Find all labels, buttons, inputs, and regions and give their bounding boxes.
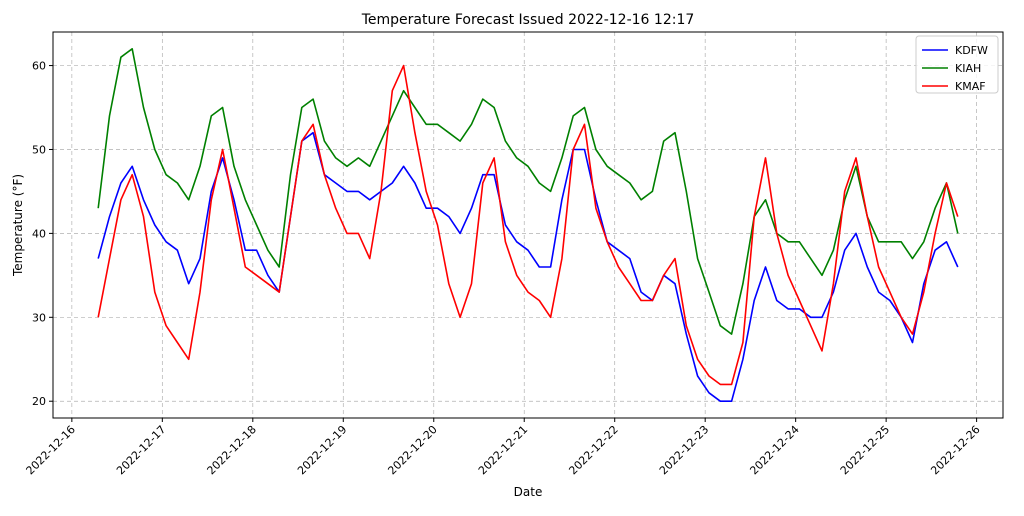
x-tick-label: 2022-12-16 [24, 423, 78, 477]
plot-area-frame [52, 31, 1004, 419]
x-tick-label: 2022-12-21 [476, 423, 530, 477]
legend-label: KIAH [955, 62, 981, 75]
x-axis-label: Date [514, 485, 543, 499]
series-line-kmaf [97, 64, 959, 386]
y-tick-label: 50 [32, 143, 46, 156]
x-tick-label: 2022-12-22 [566, 423, 620, 477]
x-tick-label: 2022-12-20 [385, 423, 439, 477]
x-tick-label: 2022-12-23 [657, 423, 711, 477]
y-axis-label: Temperature (°F) [11, 174, 25, 277]
x-tick-label: 2022-12-17 [114, 423, 168, 477]
y-tick-label: 60 [32, 60, 46, 73]
grid [53, 32, 1003, 418]
series-line-kiah [97, 47, 959, 335]
y-tick-label: 30 [32, 311, 46, 324]
x-tick-label: 2022-12-19 [295, 423, 349, 477]
y-axis: 20 30 40 50 60 [32, 60, 53, 408]
legend-label: KMAF [955, 80, 986, 93]
legend: KDFW KIAH KMAF [915, 35, 999, 94]
x-tick-label: 2022-12-24 [747, 423, 801, 477]
x-tick-label: 2022-12-25 [838, 423, 892, 477]
chart-title: Temperature Forecast Issued 2022-12-16 1… [361, 12, 695, 28]
x-tick-label: 2022-12-18 [205, 423, 259, 477]
y-tick-label: 40 [32, 227, 46, 240]
series-lines [97, 47, 959, 403]
x-axis: 2022-12-16 2022-12-17 2022-12-18 2022-12-19… [24, 418, 983, 477]
y-tick-label: 20 [32, 395, 46, 408]
x-tick-label: 2022-12-26 [928, 423, 982, 477]
legend-label: KDFW [955, 44, 988, 57]
series-line-kdfw [97, 131, 959, 403]
